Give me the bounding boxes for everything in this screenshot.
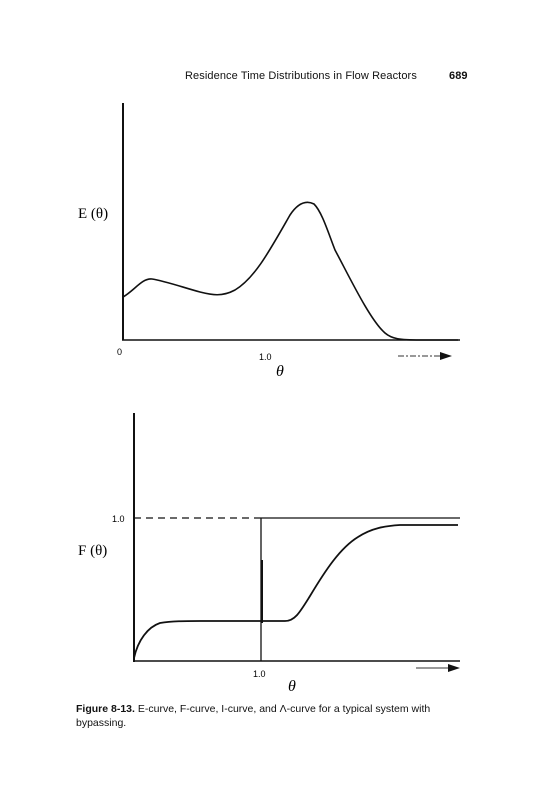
f-plot-x-tick-label: 1.0 (253, 669, 266, 679)
f-plot-xlabel: θ (288, 678, 296, 695)
f-curve-plot: F (θ) 1.0 1.0 θ (78, 413, 460, 695)
caption-text: E-curve, F-curve, I-curve, and Λ-curve f… (76, 703, 431, 729)
f-plot-y-tick-label: 1.0 (112, 514, 125, 524)
running-title: Residence Time Distributions in Flow Rea… (185, 70, 417, 82)
e-plot-ylabel: E (θ) (78, 206, 108, 222)
f-plot-ylabel: F (θ) (78, 543, 107, 559)
running-header: Residence Time Distributions in Flow Rea… (185, 70, 468, 82)
f-plot-x-arrowhead (448, 664, 460, 672)
e-plot-x-arrowhead (440, 352, 452, 360)
figure-number: Figure 8-13. (76, 703, 135, 715)
f-curve (133, 524, 458, 659)
e-plot-origin-label: 0 (117, 347, 122, 357)
e-plot-xlabel: θ (276, 363, 284, 380)
figure-caption: Figure 8-13. E-curve, F-curve, I-curve, … (76, 702, 474, 730)
e-curve-plot: E (θ) 0 1.0 θ (78, 103, 460, 380)
e-plot-tick-label: 1.0 (259, 352, 272, 362)
page-number: 689 (449, 70, 468, 82)
e-curve (122, 201, 458, 341)
